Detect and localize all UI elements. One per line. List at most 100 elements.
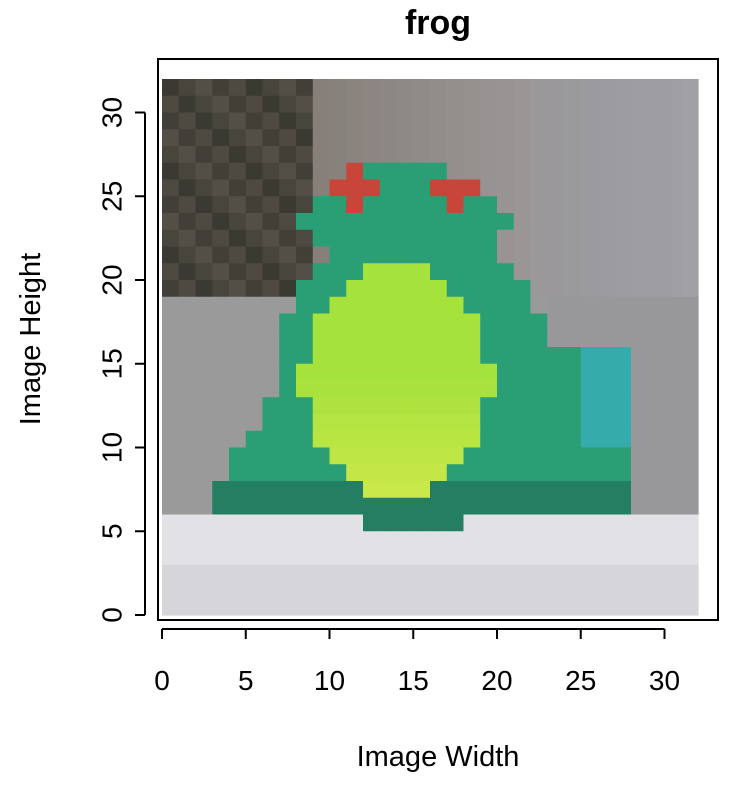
image-pixel xyxy=(178,129,197,147)
image-pixel xyxy=(497,481,515,499)
image-pixel xyxy=(212,514,230,532)
image-pixel xyxy=(497,464,515,482)
image-pixel xyxy=(262,129,280,147)
image-pixel xyxy=(262,363,280,382)
image-pixel xyxy=(413,430,431,449)
image-pixel xyxy=(329,464,347,482)
image-pixel xyxy=(497,531,515,549)
image-pixel xyxy=(513,531,532,549)
image-pixel xyxy=(614,95,632,114)
image-pixel xyxy=(296,246,314,264)
image-pixel xyxy=(195,330,213,348)
image-pixel xyxy=(346,313,364,331)
image-pixel xyxy=(430,430,448,449)
image-pixel xyxy=(229,397,247,415)
image-pixel xyxy=(463,548,481,566)
image-pixel xyxy=(229,296,247,315)
image-pixel xyxy=(379,363,398,382)
image-pixel xyxy=(647,397,666,415)
image-pixel xyxy=(513,497,532,516)
image-pixel xyxy=(681,196,699,214)
image-pixel xyxy=(580,447,599,465)
image-pixel xyxy=(430,79,448,97)
image-pixel xyxy=(212,179,230,197)
image-pixel xyxy=(480,414,498,432)
image-pixel xyxy=(396,313,414,331)
image-pixel xyxy=(530,313,548,331)
image-pixel xyxy=(513,514,532,532)
x-tick-label: 5 xyxy=(238,665,254,696)
image-pixel xyxy=(530,514,548,532)
image-pixel xyxy=(413,213,431,231)
image-pixel xyxy=(681,280,699,298)
image-pixel xyxy=(162,514,180,532)
image-pixel xyxy=(162,581,180,599)
image-pixel xyxy=(178,598,197,616)
image-pixel xyxy=(547,414,565,432)
image-pixel xyxy=(312,497,331,516)
image-pixel xyxy=(597,263,615,281)
image-pixel xyxy=(631,347,649,365)
image-pixel xyxy=(480,464,498,482)
image-pixel xyxy=(162,213,180,231)
image-pixel xyxy=(346,196,364,214)
image-pixel xyxy=(614,196,632,214)
image-pixel xyxy=(245,363,264,382)
image-pixel xyxy=(480,531,498,549)
image-pixel xyxy=(597,280,615,298)
image-pixel xyxy=(212,497,230,516)
image-pixel xyxy=(497,548,515,566)
image-pixel xyxy=(245,229,264,248)
image-pixel xyxy=(530,430,548,449)
image-pixel xyxy=(329,414,347,432)
image-pixel xyxy=(631,162,649,181)
image-pixel xyxy=(664,447,682,465)
image-pixel xyxy=(463,229,481,248)
image-pixel xyxy=(580,514,599,532)
image-pixel xyxy=(413,464,431,482)
image-pixel xyxy=(513,447,532,465)
image-pixel xyxy=(363,414,381,432)
image-pixel xyxy=(162,380,180,398)
image-pixel xyxy=(513,313,532,331)
image-pixel xyxy=(580,313,599,331)
image-pixel xyxy=(681,481,699,499)
image-pixel xyxy=(312,263,331,281)
image-pixel xyxy=(413,95,431,114)
image-pixel xyxy=(329,196,347,214)
image-pixel xyxy=(547,79,565,97)
image-pixel xyxy=(564,347,582,365)
image-pixel xyxy=(513,548,532,566)
image-pixel xyxy=(664,548,682,566)
image-pixel xyxy=(413,129,431,147)
image-pixel xyxy=(162,447,180,465)
image-pixel xyxy=(329,112,347,130)
image-pixel xyxy=(580,95,599,114)
image-pixel xyxy=(178,296,197,315)
image-pixel xyxy=(363,380,381,398)
image-pixel xyxy=(245,196,264,214)
image-pixel xyxy=(530,179,548,197)
image-pixel xyxy=(580,531,599,549)
image-pixel xyxy=(664,347,682,365)
image-pixel xyxy=(279,146,297,164)
image-pixel xyxy=(212,296,230,315)
image-pixel xyxy=(497,363,515,382)
image-pixel xyxy=(195,79,213,97)
image-pixel xyxy=(312,464,331,482)
image-pixel xyxy=(614,531,632,549)
image-pixel xyxy=(463,514,481,532)
image-pixel xyxy=(446,514,465,532)
image-pixel xyxy=(463,598,481,616)
image-pixel xyxy=(212,581,230,599)
image-pixel xyxy=(547,313,565,331)
image-pixel xyxy=(162,229,180,248)
image-pixel xyxy=(262,464,280,482)
image-pixel xyxy=(229,464,247,482)
image-pixel xyxy=(631,280,649,298)
image-pixel xyxy=(346,531,364,549)
image-pixel xyxy=(564,514,582,532)
image-pixel xyxy=(178,380,197,398)
image-pixel xyxy=(497,447,515,465)
image-pixel xyxy=(363,213,381,231)
